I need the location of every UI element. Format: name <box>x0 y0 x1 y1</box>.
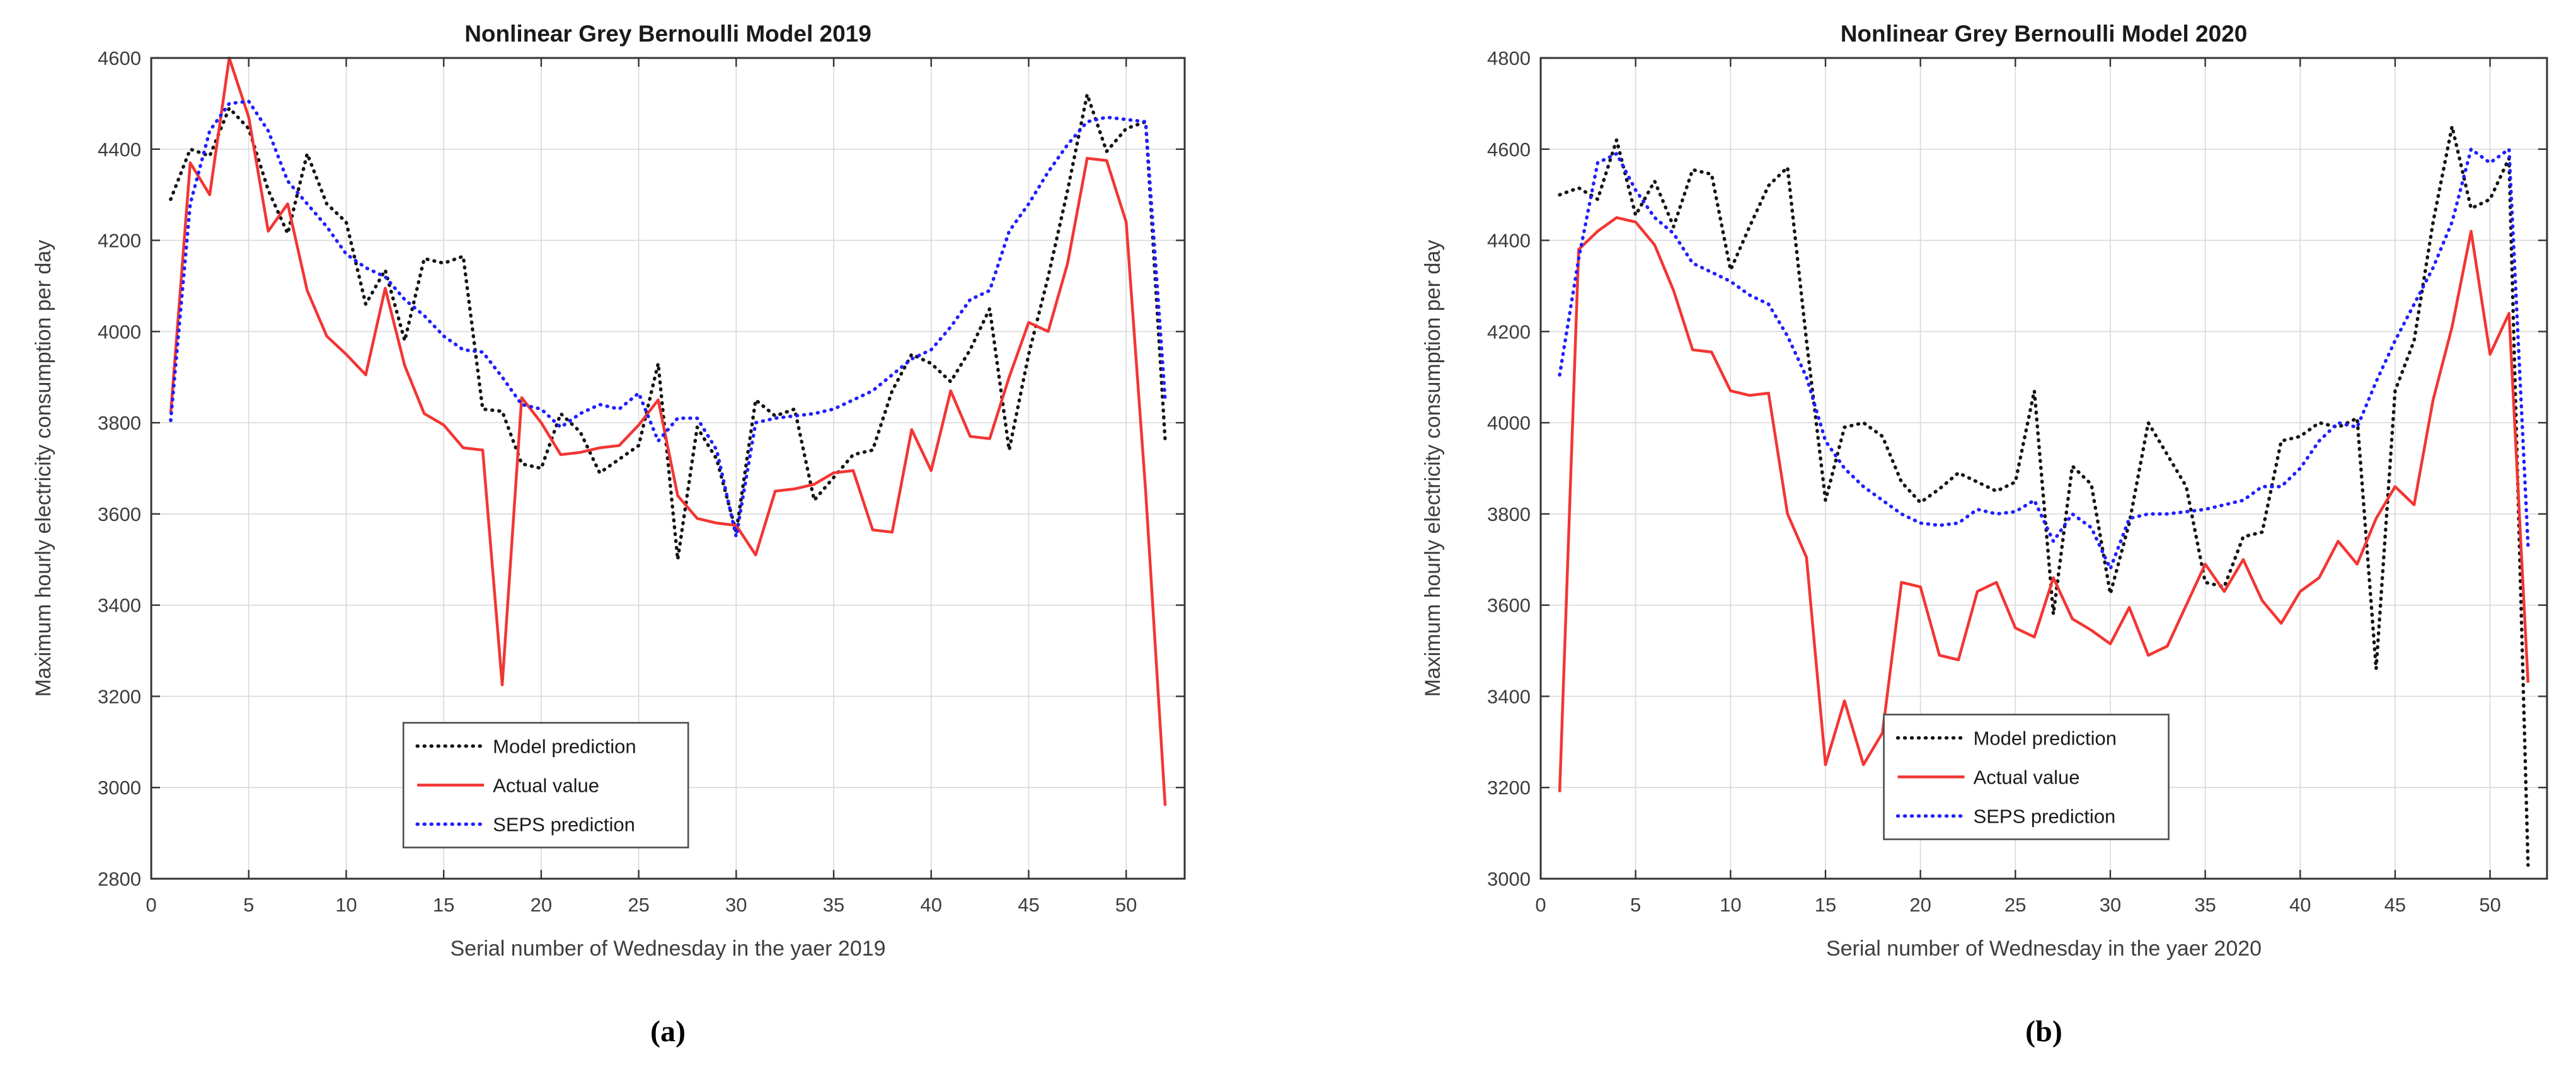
y-tick-label: 4000 <box>1487 412 1531 434</box>
x-tick-label: 35 <box>2194 894 2216 916</box>
chart-2019: 0 5 10 15 20 25 30 35 40 45 50 2800 3000 3200 3400 3600… <box>32 21 1186 1048</box>
y-tick-label: 3400 <box>1487 685 1531 707</box>
x-tick-label: 5 <box>243 894 254 916</box>
y-tick-label: 3800 <box>98 412 141 434</box>
y-tick-label: 2800 <box>98 868 141 890</box>
x-tick-label: 20 <box>531 894 552 916</box>
x-tick-label: 40 <box>920 894 941 916</box>
x-tick-label: 50 <box>1115 894 1137 916</box>
legend-label: Actual value <box>493 774 599 796</box>
x-tick-label: 10 <box>1720 894 1741 916</box>
axis-box <box>1539 57 2548 880</box>
y-tick-label: 3800 <box>1487 503 1531 525</box>
series-line-actual-value <box>1558 216 2530 792</box>
x-axis-label: Serial number of Wednesday in the yaer 2… <box>1826 937 2262 961</box>
legend-label: Actual value <box>1974 766 2080 788</box>
chart-2020: 0 5 10 15 20 25 30 35 40 45 50 3000 3200 3400 3600 3800… <box>1421 21 2548 1048</box>
panel-caption: (b) <box>2025 1015 2062 1048</box>
x-tick-label: 0 <box>146 894 156 916</box>
x-tick-label: 50 <box>2479 894 2500 916</box>
panel-b: 0 5 10 15 20 25 30 35 40 45 50 3000 3200 3400 3600 3800… <box>1288 0 2576 1091</box>
x-tick-label: 0 <box>1535 894 1546 916</box>
y-tick-label: 3600 <box>98 503 141 525</box>
x-tick-label: 30 <box>2100 894 2121 916</box>
series-line-actual-value <box>169 56 1167 806</box>
y-tick-label: 4200 <box>98 230 141 252</box>
x-axis-label: Serial number of Wednesday in the yaer 2… <box>450 937 885 961</box>
series-line-model-prediction <box>1558 124 2530 867</box>
x-tick-label: 5 <box>1630 894 1641 916</box>
y-tick-label: 3600 <box>1487 595 1531 617</box>
y-tick-label: 3000 <box>98 777 141 799</box>
y-tick-label: 3200 <box>98 685 141 707</box>
y-tick-label: 3400 <box>98 595 141 617</box>
x-tick-label: 15 <box>1815 894 1836 916</box>
y-axis-label: Maximum hourly electricity consumption p… <box>32 240 55 697</box>
y-tick-label: 4600 <box>98 47 141 69</box>
x-tick-label: 20 <box>1909 894 1931 916</box>
y-tick-label: 3200 <box>1487 777 1531 799</box>
x-tick-label: 45 <box>2384 894 2406 916</box>
x-tick-label: 45 <box>1018 894 1039 916</box>
y-axis-label: Maximum hourly electricity consumption p… <box>1421 240 1445 697</box>
x-tick-label: 25 <box>628 894 649 916</box>
y-tick-label: 4400 <box>98 139 141 161</box>
x-tick-label: 15 <box>433 894 454 916</box>
y-tick-label: 3000 <box>1487 868 1531 890</box>
series-line-seps-prediction <box>1558 147 2530 571</box>
panel-a: 0 5 10 15 20 25 30 35 40 45 50 2800 3000 3200 3400 3600… <box>32 21 1186 1048</box>
legend-label: SEPS prediction <box>1974 805 2116 827</box>
x-tick-label: 40 <box>2289 894 2311 916</box>
chart-title: Nonlinear Grey Bernoulli Model 2020 <box>1841 21 2248 47</box>
x-tick-label: 10 <box>335 894 357 916</box>
legend-label: Model prediction <box>493 735 636 757</box>
series-line-seps-prediction <box>169 100 1167 539</box>
y-tick-label: 4600 <box>1487 139 1531 161</box>
y-tick-label: 4200 <box>1487 321 1531 343</box>
chart-title: Nonlinear Grey Bernoulli Model 2019 <box>464 21 871 47</box>
y-tick-label: 4400 <box>1487 230 1531 252</box>
x-tick-label: 35 <box>823 894 844 916</box>
legend-label: Model prediction <box>1974 727 2117 749</box>
series-line-model-prediction <box>169 93 1167 562</box>
axis-box <box>150 57 1186 880</box>
x-tick-label: 25 <box>2004 894 2026 916</box>
legend-label: SEPS prediction <box>493 813 635 835</box>
panel-caption: (a) <box>650 1015 686 1048</box>
y-tick-label: 4000 <box>98 321 141 343</box>
y-tick-label: 4800 <box>1487 47 1531 69</box>
x-tick-label: 30 <box>725 894 747 916</box>
